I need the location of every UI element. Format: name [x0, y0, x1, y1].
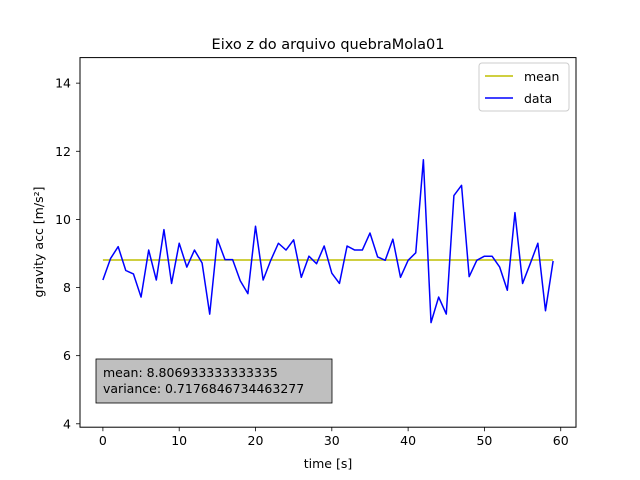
legend-box [478, 62, 570, 112]
stats-annotation-box [95, 358, 333, 404]
plot-area [102, 159, 554, 324]
y-tick-label: 6 [63, 348, 71, 363]
series-line-data [102, 159, 554, 324]
y-tick-label: 10 [55, 212, 71, 227]
y-tick-label: 12 [55, 144, 71, 159]
legend-label-data: data [524, 91, 552, 106]
x-tick-label: 60 [553, 433, 569, 448]
y-tick-label: 4 [63, 416, 71, 431]
x-tick-label: 40 [400, 433, 416, 448]
x-tick-label: 30 [324, 433, 340, 448]
chart-title: Eixo z do arquivo quebraMola01 [212, 37, 445, 53]
y-tick-label: 8 [63, 280, 71, 295]
y-axis-label: gravity acc [m/s²] [31, 187, 46, 298]
stats-annotation: mean: 8.806933333333335 variance: 0.7176… [95, 358, 333, 404]
x-tick-label: 10 [171, 433, 187, 448]
legend-label-mean: mean [524, 69, 559, 84]
x-tick-label: 50 [476, 433, 492, 448]
x-axis-label: time [s] [304, 456, 352, 471]
plot-frame [79, 57, 577, 428]
y-axis: 4 6 8 10 12 14 [55, 76, 80, 431]
x-axis: 0 10 20 30 40 50 60 [99, 427, 569, 448]
x-tick-label: 0 [99, 433, 107, 448]
x-tick-label: 20 [248, 433, 264, 448]
stats-mean-text: mean: 8.806933333333335 [103, 365, 278, 380]
y-tick-label: 14 [55, 76, 71, 91]
legend: mean data [478, 62, 570, 112]
stats-variance-text: variance: 0.7176846734463277 [103, 381, 304, 396]
